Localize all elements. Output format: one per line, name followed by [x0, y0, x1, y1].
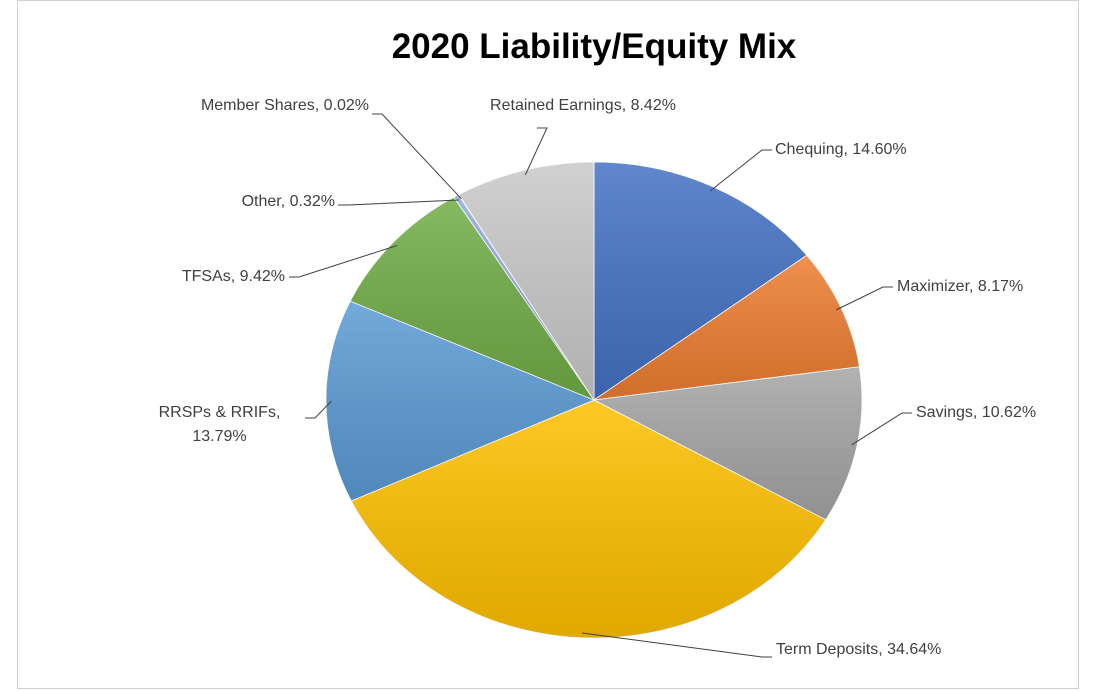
- leader-line: [372, 113, 462, 200]
- data-label: Term Deposits, 34.64%: [776, 641, 942, 658]
- slice-shade: [453, 194, 594, 400]
- slice-shade: [325, 301, 594, 501]
- leader-line: [338, 199, 459, 206]
- leader-line: [836, 286, 893, 311]
- slice-shade: [594, 366, 862, 520]
- data-label: Other, 0.32%: [241, 193, 335, 210]
- data-label: Retained Earnings, 8.42%: [490, 97, 676, 114]
- data-label: RRSPs & RRIFs, 13.79%: [158, 404, 281, 445]
- leader-line: [524, 127, 548, 176]
- data-label: TFSAs, 9.42%: [181, 268, 285, 285]
- leader-line: [709, 149, 772, 192]
- leader-line: [582, 632, 772, 658]
- slice-shade: [594, 255, 860, 400]
- leader-line: [851, 412, 912, 446]
- chart-title: 2020 Liability/Equity Mix: [392, 27, 797, 66]
- data-label: Savings, 10.62%: [916, 404, 1037, 421]
- slice-shade: [594, 162, 807, 400]
- data-label: Chequing, 14.60%: [775, 141, 907, 158]
- leaders: [289, 113, 912, 658]
- slice-shade: [351, 400, 826, 638]
- slice-shade: [458, 162, 594, 400]
- data-label: Member Shares, 0.02%: [200, 97, 370, 114]
- leader-line: [305, 400, 332, 419]
- slice-shade: [350, 197, 594, 400]
- pie: [325, 161, 863, 639]
- data-label: Maximizer, 8.17%: [897, 278, 1024, 295]
- leader-line: [289, 244, 398, 278]
